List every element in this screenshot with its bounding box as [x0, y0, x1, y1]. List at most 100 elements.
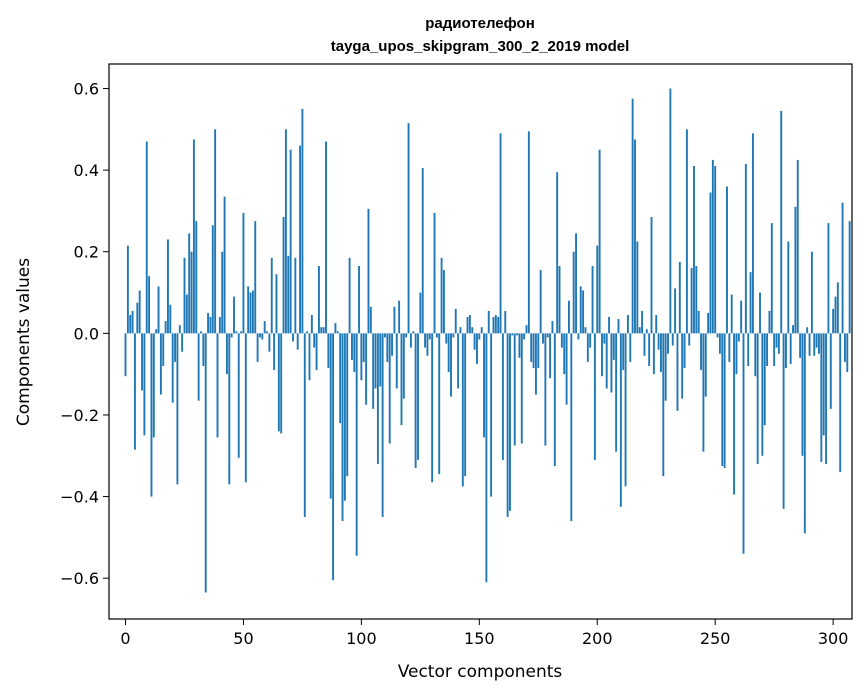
- bar-64: [275, 274, 278, 334]
- bar-267: [754, 333, 757, 377]
- bar-122: [412, 331, 415, 334]
- bar-58: [261, 333, 264, 340]
- bar-291: [810, 251, 813, 334]
- bar-55: [254, 221, 257, 334]
- bar-243: [697, 310, 700, 334]
- bar-140: [454, 308, 457, 334]
- bar-193: [579, 286, 582, 334]
- bar-275: [773, 333, 776, 366]
- bar-300: [832, 308, 835, 334]
- bar-13: [155, 329, 158, 334]
- y-tick-label-6: 0.6: [74, 79, 99, 98]
- y-tick-label-3: 0.0: [74, 324, 99, 343]
- chart-title-line1: радиотелефон: [425, 15, 535, 32]
- bar-283: [792, 325, 794, 334]
- bar-204: [605, 333, 608, 389]
- bar-83: [320, 327, 323, 334]
- bar-177: [542, 333, 544, 344]
- x-tick-label-2: 100: [346, 629, 377, 648]
- bar-87: [329, 333, 332, 499]
- bar-242: [695, 266, 698, 334]
- y-tick-label-4: 0.2: [74, 243, 99, 262]
- bar-1: [126, 245, 129, 334]
- y-tick-label-2: −0.2: [60, 406, 99, 425]
- bar-279: [782, 333, 785, 509]
- bar-15: [159, 333, 162, 395]
- bar-219: [641, 310, 644, 334]
- bar-51: [244, 333, 247, 483]
- bar-45: [230, 333, 233, 338]
- bar-165: [513, 333, 516, 446]
- bar-16: [162, 333, 165, 366]
- bar-65: [277, 333, 280, 432]
- bar-75: [301, 108, 304, 334]
- bar-223: [650, 217, 653, 334]
- bar-207: [612, 333, 615, 360]
- bar-50: [242, 212, 245, 334]
- bar-67: [282, 217, 285, 334]
- bar-239: [688, 333, 691, 346]
- bar-271: [763, 333, 766, 426]
- bar-169: [523, 333, 526, 340]
- bar-182: [553, 333, 556, 466]
- bar-273: [768, 310, 771, 334]
- bar-157: [494, 314, 497, 334]
- bar-125: [419, 292, 422, 334]
- bar-217: [636, 241, 639, 334]
- bar-174: [534, 333, 537, 395]
- bar-28: [190, 251, 193, 334]
- bar-253: [721, 333, 724, 466]
- bar-228: [662, 333, 665, 477]
- bar-305: [843, 333, 846, 362]
- bars-group: [124, 88, 851, 593]
- bar-104: [369, 306, 372, 334]
- bar-138: [450, 333, 452, 397]
- bar-36: [209, 317, 212, 334]
- bar-43: [225, 333, 228, 375]
- bar-274: [770, 223, 773, 334]
- bar-110: [384, 333, 386, 338]
- y-tick-label-1: −0.4: [60, 488, 99, 507]
- bar-293: [815, 333, 818, 348]
- bar-61: [268, 333, 271, 352]
- bar-24: [181, 333, 184, 352]
- bar-31: [197, 333, 200, 401]
- bar-23: [178, 325, 181, 334]
- bar-9: [145, 141, 148, 334]
- y-axis-label: Components values: [14, 258, 34, 426]
- bar-216: [634, 139, 636, 334]
- chart-title-line2: tayga_upos_skipgram_300_2_2019 model: [331, 38, 630, 55]
- bar-155: [490, 333, 493, 497]
- bar-232: [671, 333, 674, 346]
- bar-14: [157, 286, 160, 334]
- bar-306: [846, 333, 849, 373]
- bar-86: [327, 333, 330, 369]
- bar-168: [520, 333, 523, 444]
- bar-171: [527, 131, 530, 334]
- bar-307: [848, 221, 851, 334]
- bar-250: [714, 166, 717, 334]
- bar-194: [582, 290, 585, 334]
- bar-18: [167, 239, 169, 334]
- bar-268: [756, 333, 759, 464]
- bar-139: [452, 333, 455, 338]
- bar-120: [407, 123, 410, 334]
- bar-135: [443, 270, 445, 334]
- bar-134: [440, 257, 443, 334]
- bar-170: [525, 325, 528, 334]
- bar-149: [476, 333, 478, 364]
- bar-154: [487, 310, 490, 334]
- bar-56: [256, 333, 259, 362]
- x-axis-ticks: 0 50 100 150 200 250 300: [120, 619, 848, 648]
- bar-128: [426, 333, 429, 356]
- bar-180: [549, 333, 552, 379]
- bar-49: [240, 331, 243, 334]
- bar-159: [499, 133, 502, 334]
- bar-290: [808, 333, 811, 356]
- bar-259: [735, 333, 738, 375]
- bar-197: [589, 333, 592, 348]
- bar-152: [483, 333, 485, 438]
- bar-201: [598, 149, 601, 334]
- bar-123: [414, 333, 417, 469]
- bar-108: [379, 333, 382, 387]
